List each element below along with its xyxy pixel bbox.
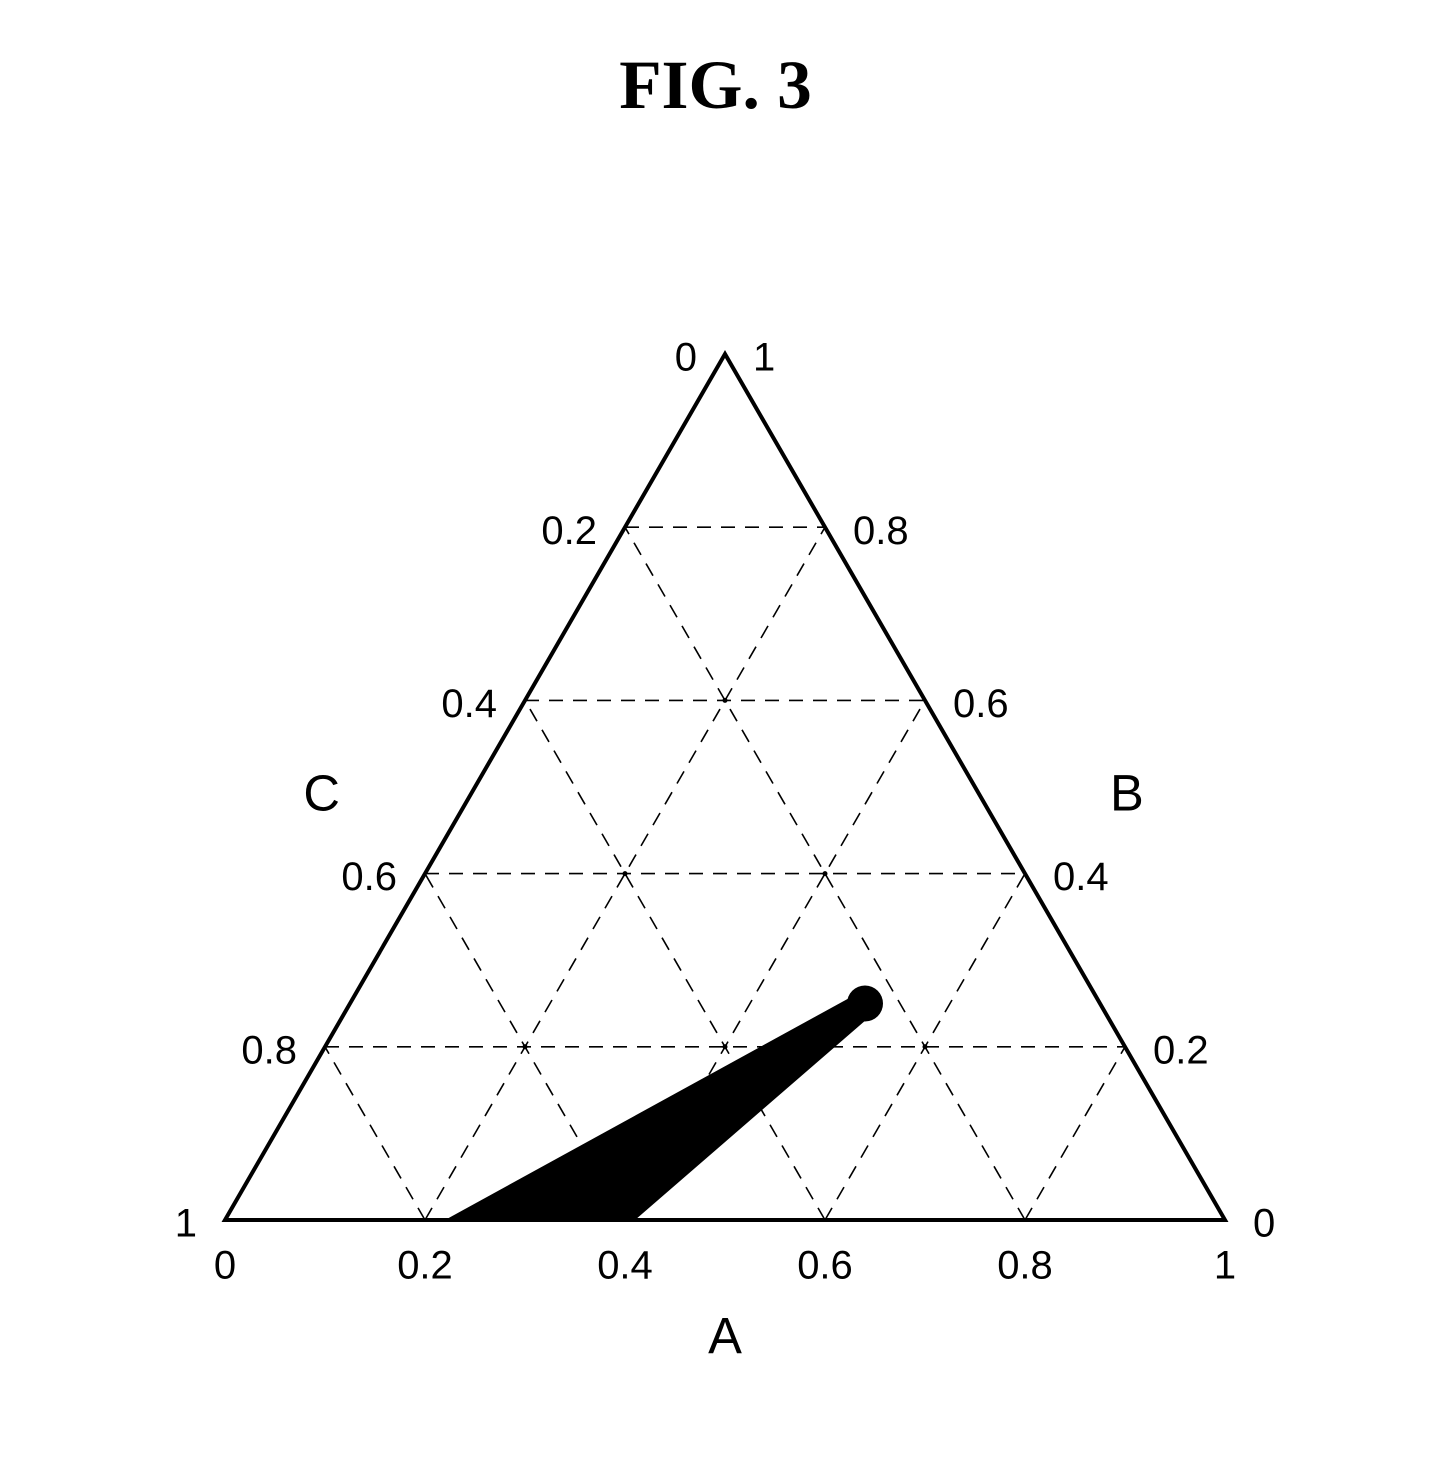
- b-tick-1: 1: [753, 336, 775, 380]
- ternary-plot: 00.20.40.60.8100.20.40.60.8100.20.40.60.…: [90, 255, 1350, 1425]
- c-tick-1: 1: [175, 1202, 197, 1246]
- c-tick-0.8: 0.8: [241, 1028, 297, 1072]
- axis-label-C: C: [303, 764, 340, 821]
- axis-label-B: B: [1110, 764, 1144, 821]
- c-tick-0.4: 0.4: [441, 682, 497, 726]
- b-tick-0.2: 0.2: [1153, 1028, 1209, 1072]
- a-tick-1: 1: [1214, 1244, 1236, 1288]
- b-tick-0.6: 0.6: [953, 682, 1009, 726]
- c-tick-0.6: 0.6: [341, 855, 397, 899]
- composition-region-cap: [847, 986, 883, 1022]
- b-tick-0.8: 0.8: [853, 509, 909, 553]
- a-tick-0: 0: [214, 1244, 236, 1288]
- c-tick-0.2: 0.2: [541, 509, 597, 553]
- a-tick-0.4: 0.4: [597, 1244, 653, 1288]
- c-tick-0: 0: [675, 336, 697, 380]
- a-tick-0.2: 0.2: [397, 1244, 453, 1288]
- b-tick-0.4: 0.4: [1053, 855, 1109, 899]
- axis-label-A: A: [708, 1307, 742, 1364]
- figure-title: FIG. 3: [0, 45, 1431, 125]
- a-tick-0.6: 0.6: [797, 1244, 853, 1288]
- composition-region: [445, 995, 875, 1220]
- b-tick-0: 0: [1253, 1202, 1275, 1246]
- a-tick-0.8: 0.8: [997, 1244, 1053, 1288]
